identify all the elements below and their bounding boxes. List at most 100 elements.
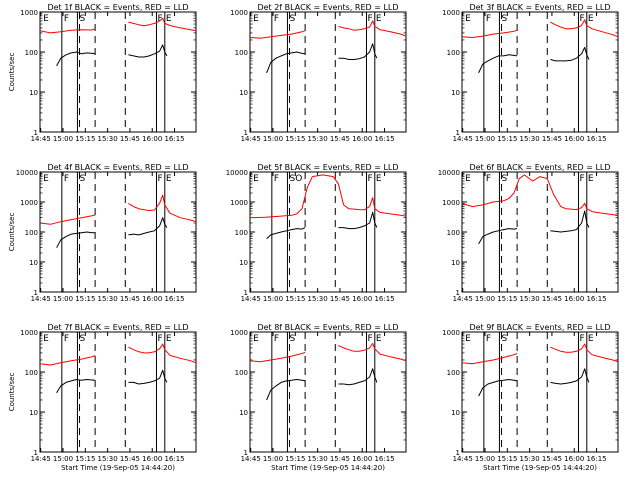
interval-flag-label: S (80, 14, 86, 24)
events-series-line (478, 54, 518, 74)
y-tick-label: 10 (29, 89, 38, 97)
plot-frame (39, 331, 197, 453)
y-tick-label: 10 (451, 409, 460, 417)
lld-series-line (550, 343, 618, 363)
y-tick-label: 1000 (230, 199, 248, 207)
lld-series-line (462, 353, 518, 365)
x-tick-label: 16:15 (586, 295, 606, 303)
x-tick-label: 16:15 (164, 455, 184, 463)
plot-frame (39, 11, 197, 133)
x-tick-label: 14:45 (453, 135, 473, 143)
x-tick-label: 16:00 (142, 455, 162, 463)
plot-frame (249, 11, 407, 133)
x-tick-label: 15:15 (285, 295, 305, 303)
x-tick-label: 15:30 (520, 455, 540, 463)
events-series-line (128, 44, 168, 58)
interval-flag-label: E (588, 174, 594, 184)
x-tick-label: 15:30 (98, 295, 118, 303)
interval-flag-label: F (158, 334, 163, 344)
x-tick-label: 15:00 (263, 135, 283, 143)
y-tick-label: 1 (34, 449, 38, 457)
events-series-line (128, 217, 168, 236)
panel-1: Det 1f BLACK = Events, RED = LLD 1 10 100 10… (8, 3, 197, 143)
interval-flag-label: S (502, 14, 508, 24)
lld-series-line (128, 194, 196, 223)
y-tick-label: 10000 (16, 169, 38, 177)
y-tick-label: 100 (447, 49, 460, 57)
interval-flag-label: F (274, 174, 279, 184)
x-tick-label: 15:45 (120, 295, 140, 303)
lld-series-line (462, 174, 618, 217)
panel-5: Det 5f BLACK = Events, RED = LLD 1 10 100 10… (226, 163, 407, 303)
x-tick-label: 16:00 (564, 455, 584, 463)
x-tick-label: 15:00 (53, 295, 73, 303)
interval-flag-label: E (43, 174, 49, 184)
y-tick-label: 10 (239, 409, 248, 417)
x-axis-label: Start Time (19-Sep-05 14:44:20) (61, 464, 175, 472)
chart-title: Det 7f BLACK = Events, RED = LLD (47, 323, 188, 332)
panel-2: Det 2f BLACK = Events, RED = LLD 1 10 100 10… (230, 3, 407, 143)
x-tick-label: 15:15 (285, 455, 305, 463)
x-tick-label: 14:45 (31, 135, 51, 143)
panel-4: Det 4f BLACK = Events, RED = LLD 1 10 100 10… (8, 163, 197, 303)
x-tick-label: 15:15 (75, 135, 95, 143)
interval-flag-label: E (465, 334, 471, 344)
y-tick-label: 1 (456, 449, 460, 457)
y-axis-label: Counts/sec (8, 213, 16, 252)
interval-flag-label: F (158, 14, 163, 24)
y-tick-label: 10000 (438, 169, 460, 177)
y-tick-label: 1 (244, 449, 248, 457)
events-series-line (338, 211, 378, 230)
interval-flag-label: F (274, 334, 279, 344)
x-tick-label: 16:00 (142, 295, 162, 303)
x-tick-label: 16:00 (564, 295, 584, 303)
interval-flag-label: F (64, 174, 69, 184)
interval-flag-label: E (253, 334, 259, 344)
y-tick-label: 10 (451, 89, 460, 97)
plot-frame (249, 331, 407, 453)
y-tick-label: 100 (25, 49, 38, 57)
lld-series-line (40, 214, 96, 225)
x-tick-label: 15:15 (285, 135, 305, 143)
interval-flag-label: E (43, 334, 49, 344)
events-series-line (266, 379, 306, 401)
x-tick-label: 15:45 (542, 295, 562, 303)
y-tick-label: 10000 (226, 169, 248, 177)
x-tick-label: 15:00 (475, 135, 495, 143)
events-series-line (550, 368, 590, 385)
plot-frame (461, 331, 619, 453)
y-tick-label: 10 (29, 259, 38, 267)
y-tick-label: 10 (29, 409, 38, 417)
chart-title: Det 1f BLACK = Events, RED = LLD (47, 3, 188, 12)
plot-frame (249, 171, 407, 293)
x-tick-label: 14:45 (241, 295, 261, 303)
interval-flag-label: E (253, 14, 259, 24)
y-tick-label: 1000 (442, 9, 460, 17)
chart-title: Det 9f BLACK = Events, RED = LLD (469, 323, 610, 332)
y-tick-label: 1 (456, 289, 460, 297)
interval-flag-label: E (588, 14, 594, 24)
x-tick-label: 15:45 (330, 295, 350, 303)
y-tick-label: 1000 (20, 199, 38, 207)
interval-flag-label: E (43, 14, 49, 24)
lld-series-line (250, 30, 306, 39)
y-tick-label: 1000 (442, 329, 460, 337)
plot-frame (39, 171, 197, 293)
y-tick-label: 10 (451, 259, 460, 267)
y-tick-label: 1000 (230, 329, 248, 337)
interval-flag-label: F (486, 14, 491, 24)
y-tick-label: 1 (244, 129, 248, 137)
events-series-line (56, 231, 96, 248)
events-series-line (266, 51, 306, 74)
interval-flag-label: S (290, 334, 296, 344)
lld-series-line (338, 20, 406, 37)
x-tick-label: 14:45 (241, 455, 261, 463)
events-series-line (56, 51, 96, 67)
events-series-line (338, 43, 378, 60)
lld-series-line (128, 17, 196, 32)
x-tick-label: 16:15 (374, 455, 394, 463)
interval-flag-label: S (80, 334, 86, 344)
x-tick-label: 16:00 (352, 455, 372, 463)
y-tick-label: 1 (456, 129, 460, 137)
